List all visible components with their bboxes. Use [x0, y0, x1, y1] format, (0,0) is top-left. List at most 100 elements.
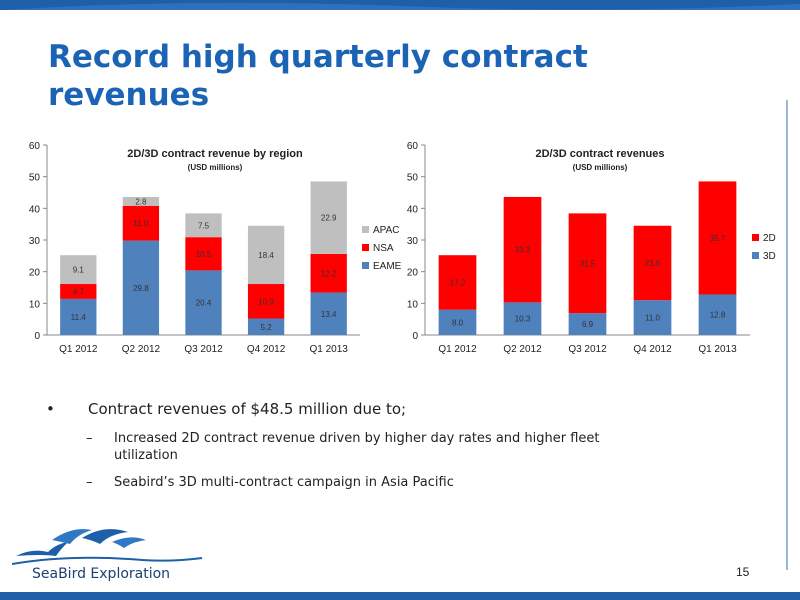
y-tick-label: 40: [29, 204, 41, 215]
bar-segment-3d: [503, 302, 542, 335]
legend-label: NSA: [373, 243, 394, 254]
chart-title: 2D/3D contract revenues: [536, 148, 665, 160]
bar-segment-eame: [122, 240, 160, 335]
bar-segment-eame: [310, 292, 347, 335]
bullet-marker: •: [46, 400, 55, 418]
data-label: 7.5: [198, 221, 210, 230]
contract-revenue-chart: 0 10 20 30 40 50 60 8.0 17.2 Q1 2012 10.3 33.3 Q2 20…: [395, 135, 795, 365]
region-revenue-chart: 0 10 20 30 40 50 60 11.4 4.7 9.1 Q1 2012 29.8 11.0 2.…: [20, 135, 405, 365]
y-tick-label: 0: [412, 331, 418, 342]
data-label: 13.4: [321, 310, 337, 319]
data-label: 18.4: [258, 251, 274, 260]
chart-title: 2D/3D contract revenue by region: [127, 148, 303, 160]
y-tick-label: 10: [407, 299, 419, 310]
sub-bullet-item: – Increased 2D contract revenue driven b…: [38, 430, 738, 464]
data-label: 17.2: [450, 278, 466, 287]
sub-bullet-item: – Seabird’s 3D multi-contract campaign i…: [38, 474, 738, 491]
x-tick-label: Q3 2012: [568, 344, 607, 355]
data-label: 4.7: [73, 287, 85, 296]
bar-segment-nsa: [247, 284, 285, 319]
bar-segment-nsa: [310, 253, 347, 293]
x-tick-label: Q1 2012: [59, 344, 98, 355]
bar-segment-2d: [568, 213, 607, 314]
y-tick-label: 20: [407, 268, 419, 279]
data-label: 11.0: [133, 219, 149, 228]
data-label: 12.2: [321, 269, 337, 278]
logo-wordmark: SeaBird Exploration: [32, 566, 171, 582]
data-label: 29.8: [133, 284, 149, 293]
data-label: 23.5: [645, 259, 661, 268]
y-tick-label: 20: [29, 268, 41, 279]
y-tick-label: 10: [29, 299, 41, 310]
legend-swatch: [752, 234, 759, 241]
data-label: 2.8: [135, 197, 147, 206]
bottom-band: [0, 592, 800, 600]
data-label: 31.5: [580, 259, 596, 268]
legend-label: 3D: [763, 251, 776, 262]
page-number: 15: [736, 565, 750, 579]
x-tick-label: Q1 2013: [310, 344, 349, 355]
sub-bullet-text: Increased 2D contract revenue driven by …: [114, 431, 600, 463]
x-tick-label: Q1 2013: [698, 344, 737, 355]
sub-bullet-text: Seabird’s 3D multi-contract campaign in …: [114, 475, 454, 490]
bar-segment-eame: [247, 318, 285, 335]
y-tick-label: 30: [29, 236, 41, 247]
bar-segment-nsa: [60, 284, 97, 299]
bar-segment-apac: [310, 181, 347, 254]
chart-subtitle: (USD millions): [188, 163, 243, 172]
data-label: 10.3: [515, 315, 531, 324]
right-rule: [786, 100, 788, 570]
data-label: 9.1: [73, 266, 85, 275]
y-tick-label: 30: [407, 236, 419, 247]
bullet-item: • Contract revenues of $48.5 million due…: [38, 398, 738, 420]
legend-label: 2D: [763, 233, 776, 244]
bar-segment-2d: [438, 255, 477, 310]
y-tick-label: 0: [34, 331, 40, 342]
y-tick-label: 40: [407, 204, 419, 215]
slide-title: Record high quarterly contract revenues: [48, 39, 588, 113]
data-label: 5.2: [261, 323, 273, 332]
bar-segment-2d: [503, 196, 542, 303]
data-label: 12.8: [710, 311, 726, 320]
legend-label: APAC: [373, 225, 400, 236]
y-tick-label: 50: [407, 173, 419, 184]
top-band: [0, 0, 800, 10]
data-label: 20.4: [196, 299, 212, 308]
bar-segment-apac: [122, 196, 160, 206]
data-label: 11.0: [645, 314, 661, 323]
dash-marker: –: [86, 475, 93, 490]
dash-marker: –: [86, 431, 93, 446]
bullet-list: • Contract revenues of $48.5 million due…: [38, 398, 738, 491]
chart-svg: 0 10 20 30 40 50 60 11.4 4.7 9.1 Q1 2012 29.8 11.0 2.…: [29, 141, 402, 355]
top-wave-decoration: [0, 2, 800, 10]
bar-segment-apac: [185, 213, 222, 238]
data-label: 8.0: [452, 318, 464, 327]
bar-segment-apac: [247, 225, 285, 285]
data-label: 10.5: [196, 250, 212, 259]
data-label: 10.9: [258, 297, 274, 306]
x-tick-label: Q2 2012: [503, 344, 542, 355]
data-label: 6.9: [582, 320, 594, 329]
y-tick-label: 50: [29, 173, 41, 184]
bar-segment-2d: [698, 181, 737, 295]
bullet-text: Contract revenues of $48.5 million due t…: [88, 400, 407, 418]
data-label: 11.4: [71, 313, 87, 322]
seabird-logo-icon: [11, 529, 203, 565]
bar-segment-2d: [633, 225, 672, 301]
legend-label: EAME: [373, 261, 402, 272]
x-tick-label: Q4 2012: [247, 344, 286, 355]
bar-segment-apac: [60, 255, 97, 285]
y-tick-label: 60: [407, 141, 419, 152]
bar-segment-nsa: [122, 205, 160, 241]
data-label: 22.9: [321, 214, 337, 223]
y-tick-label: 60: [29, 141, 41, 152]
bar-segment-3d: [438, 309, 477, 335]
company-logo: [11, 520, 212, 586]
x-tick-label: Q4 2012: [633, 344, 672, 355]
x-tick-label: Q3 2012: [184, 344, 223, 355]
bar-segment-3d: [568, 313, 607, 335]
legend-swatch: [362, 262, 369, 269]
bar-segment-3d: [633, 300, 672, 335]
chart-subtitle: (USD millions): [573, 163, 628, 172]
legend-swatch: [752, 252, 759, 259]
